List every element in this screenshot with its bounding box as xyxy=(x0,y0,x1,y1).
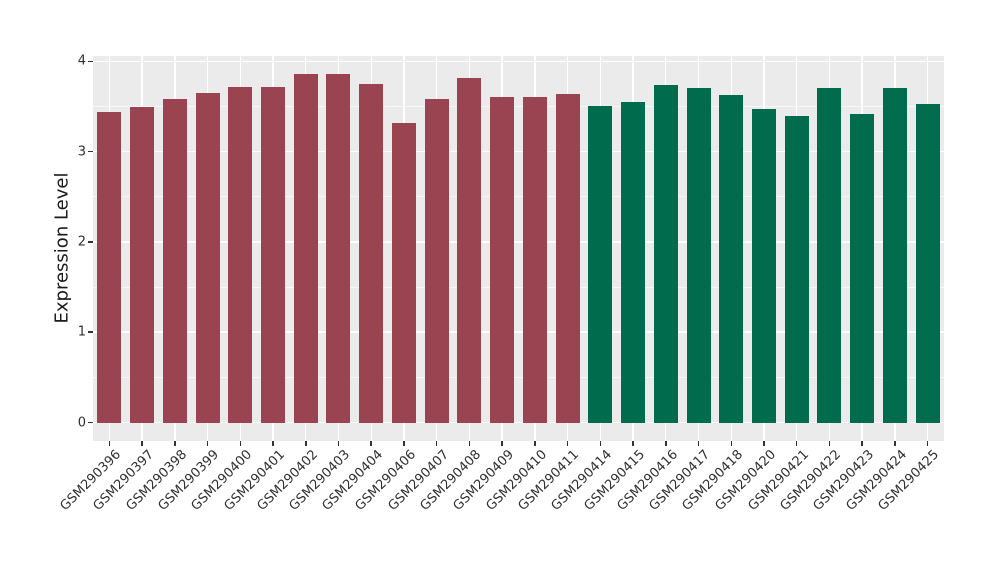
bar xyxy=(293,73,318,423)
bar xyxy=(621,101,646,423)
x-tick xyxy=(174,441,176,446)
y-tick-label: 3 xyxy=(77,144,86,160)
h-gridline-minor xyxy=(93,286,944,288)
bar xyxy=(359,83,384,423)
bar xyxy=(97,111,122,423)
y-tick-label: 2 xyxy=(77,234,86,250)
y-tick-label: 4 xyxy=(77,53,86,69)
y-tick xyxy=(87,241,93,243)
x-tick xyxy=(534,441,536,446)
x-tick xyxy=(926,441,929,446)
x-tick xyxy=(337,441,340,446)
x-tick xyxy=(141,441,143,446)
bar xyxy=(130,107,155,423)
x-tick xyxy=(828,441,831,446)
x-tick xyxy=(730,441,732,446)
bar xyxy=(850,113,875,423)
y-tick xyxy=(87,331,93,333)
bar xyxy=(555,93,580,423)
x-tick xyxy=(239,441,242,446)
h-gridline-major xyxy=(93,331,944,333)
h-gridline-minor xyxy=(93,376,944,378)
x-tick xyxy=(403,441,405,446)
x-tick xyxy=(665,441,667,446)
x-tick xyxy=(566,441,569,446)
x-tick xyxy=(697,441,700,446)
bar xyxy=(522,97,547,423)
bar xyxy=(686,87,711,423)
bar xyxy=(195,92,220,423)
y-tick-label: 0 xyxy=(77,415,86,430)
bar xyxy=(391,122,416,423)
x-tick xyxy=(795,441,798,446)
x-tick xyxy=(632,441,634,446)
plot-panel xyxy=(93,56,944,441)
h-gridline-major xyxy=(93,421,944,424)
bar xyxy=(261,86,286,423)
h-gridline-minor xyxy=(93,105,944,107)
h-gridline-major xyxy=(93,241,944,243)
bar xyxy=(751,109,776,423)
x-tick xyxy=(370,441,372,446)
bar xyxy=(653,84,678,423)
x-tick xyxy=(435,441,438,446)
bar xyxy=(162,99,187,423)
bar xyxy=(784,116,809,423)
bar xyxy=(490,96,515,423)
bar xyxy=(457,77,482,423)
bar xyxy=(817,88,842,423)
x-tick xyxy=(599,441,602,446)
bar xyxy=(228,86,253,423)
bar xyxy=(915,103,940,423)
x-tick xyxy=(272,441,274,446)
x-tick xyxy=(861,441,863,446)
y-tick xyxy=(87,421,93,424)
x-tick xyxy=(305,441,307,446)
x-tick xyxy=(108,441,111,446)
bar xyxy=(588,106,613,423)
h-gridline-minor xyxy=(93,196,944,198)
bar xyxy=(719,94,744,423)
x-tick xyxy=(501,441,503,446)
y-tick xyxy=(87,150,93,153)
y-tick-label: 1 xyxy=(77,324,86,340)
bar xyxy=(326,73,351,423)
y-tick xyxy=(87,60,93,63)
h-gridline-major xyxy=(93,150,944,153)
bar xyxy=(424,99,449,423)
x-tick xyxy=(468,441,471,446)
x-tick xyxy=(894,441,896,446)
h-gridline-major xyxy=(93,60,944,63)
x-tick xyxy=(206,441,209,446)
x-tick xyxy=(763,441,765,446)
bar xyxy=(882,87,907,423)
